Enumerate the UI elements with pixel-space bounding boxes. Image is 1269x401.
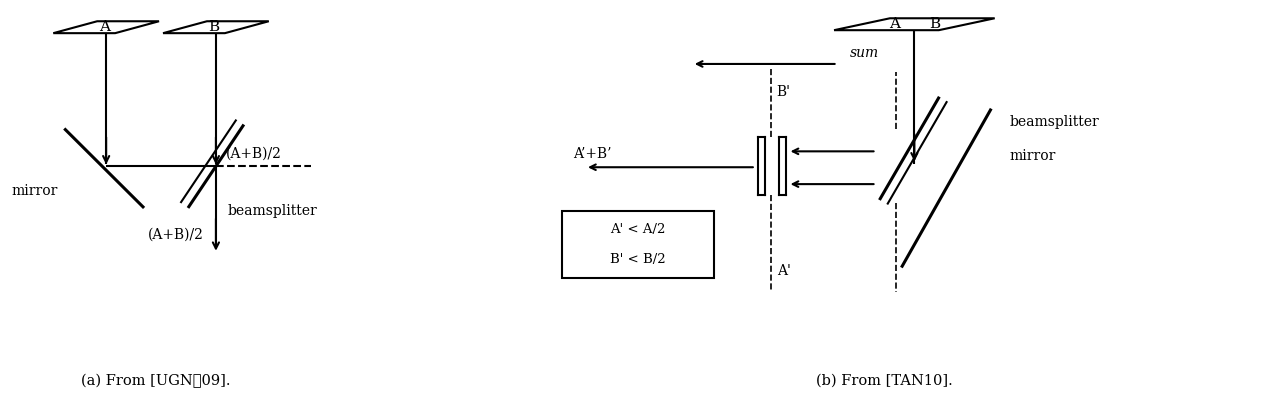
Text: B' < B/2: B' < B/2	[610, 253, 666, 266]
Text: B: B	[929, 17, 940, 31]
Text: (A+B)/2: (A+B)/2	[148, 228, 204, 242]
Text: B': B'	[777, 85, 791, 99]
Text: beamsplitter: beamsplitter	[228, 204, 317, 218]
Text: mirror: mirror	[11, 184, 58, 198]
Text: A: A	[888, 17, 900, 31]
Text: mirror: mirror	[1009, 149, 1056, 163]
Text: (a) From [UGN⁳09].: (a) From [UGN⁳09].	[81, 373, 231, 388]
Bar	[562, 211, 714, 278]
Text: A': A'	[777, 263, 791, 277]
Text: A' < A/2: A' < A/2	[610, 223, 666, 236]
Text: beamsplitter: beamsplitter	[1009, 115, 1099, 129]
Text: sum: sum	[849, 46, 878, 60]
Text: B: B	[208, 20, 220, 34]
Text: (b) From [TAN10].: (b) From [TAN10].	[816, 374, 953, 388]
Text: (A+B)/2: (A+B)/2	[226, 146, 282, 160]
Text: A’+B’: A’+B’	[574, 147, 612, 161]
Text: A: A	[99, 20, 109, 34]
